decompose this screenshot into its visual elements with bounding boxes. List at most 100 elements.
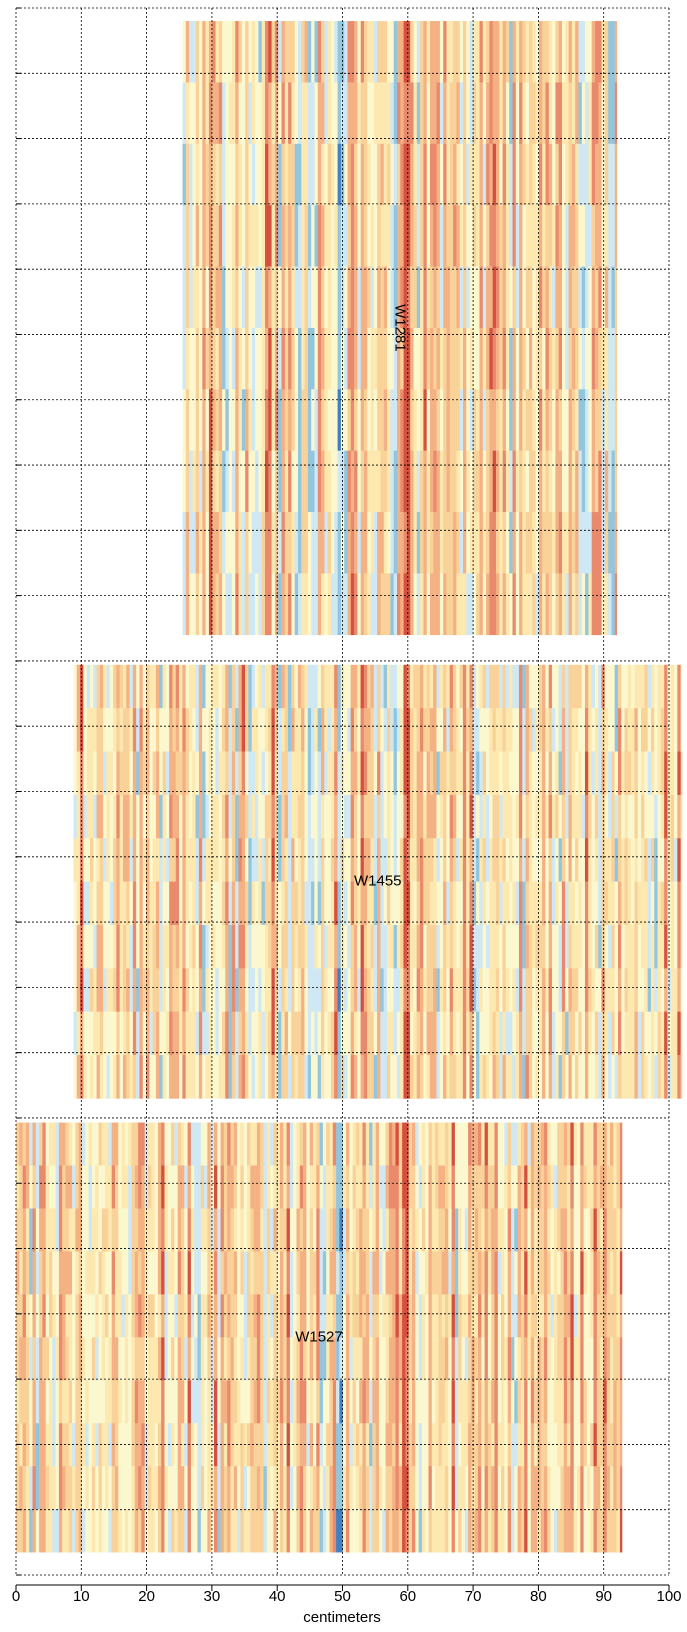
heatmap-stripe [221,968,226,1012]
heatmap-stripe [128,1337,132,1381]
heatmap-stripe [534,1380,538,1424]
heatmap-stripe [479,450,484,513]
heatmap-stripe [367,82,371,145]
heatmap-stripe [134,1165,139,1209]
heatmap-stripe [431,1122,436,1166]
heatmap-stripe [413,389,418,451]
heatmap-stripe [320,1055,325,1099]
heatmap-stripe [593,1208,598,1252]
heatmap-stripe [545,664,549,709]
heatmap-stripe [198,881,203,926]
heatmap-stripe [550,1294,555,1338]
heatmap-stripe [227,1165,231,1209]
heatmap-stripe [119,968,124,1012]
heatmap-stripe [586,1165,591,1209]
heatmap-stripe [255,573,259,636]
heatmap-stripe [550,1165,555,1209]
heatmap-stripe [245,968,249,1012]
heatmap-stripe [212,82,216,145]
heatmap-stripe [449,389,454,451]
heatmap-stripe [588,1055,592,1099]
heatmap-stripe [464,1208,469,1252]
heatmap-stripe [386,924,391,969]
heatmap-stripe [491,1251,495,1295]
heatmap-stripe [311,1011,315,1056]
heatmap-stripe [165,881,170,926]
heatmap-stripe [606,1466,611,1510]
heatmap-stripe [182,708,186,752]
heatmap-stripe [518,664,523,709]
heatmap-stripe [502,573,507,636]
heatmap-stripe [265,266,269,329]
heatmap-stripe [131,1165,136,1209]
heatmap-stripe [573,1509,578,1553]
heatmap-stripe [179,664,183,709]
heatmap-stripe [254,924,259,969]
heatmap-stripe [238,573,243,636]
heatmap-stripe [260,1380,264,1424]
heatmap-stripe [492,512,497,574]
heatmap-stripe [499,968,503,1012]
heatmap-stripe [154,1294,159,1338]
heatmap-stripe [562,205,566,267]
heatmap-stripe [557,1165,561,1209]
heatmap-stripe [108,1251,112,1295]
heatmap-stripe [353,881,358,926]
heatmap-stripe [505,1055,510,1099]
heatmap-stripe [255,327,259,390]
heatmap-stripe [258,389,263,451]
heatmap-stripe [476,266,480,329]
heatmap-stripe [462,1055,467,1099]
heatmap-stripe [390,450,395,513]
heatmap-stripe [129,664,134,709]
heatmap-stripe [606,1251,611,1295]
heatmap-stripe [393,1055,398,1099]
heatmap-stripe [512,881,516,926]
heatmap-stripe [567,1208,571,1252]
heatmap-stripe [215,573,220,636]
heatmap-stripe [109,838,114,882]
heatmap-stripe [664,968,668,1012]
heatmap-stripe [340,21,345,83]
heatmap-stripe [570,1337,574,1381]
heatmap-stripe [367,389,371,451]
heatmap-stripe [501,1337,505,1381]
heatmap-stripe [182,573,187,636]
heatmap-stripe [403,143,408,206]
heatmap-stripe [195,82,200,145]
heatmap-stripe [316,1380,320,1424]
heatmap-stripe [608,1011,612,1056]
heatmap-stripe [581,881,586,926]
heatmap-stripe [108,1337,112,1381]
heatmap-stripe [238,708,243,752]
heatmap-stripe [596,1208,601,1252]
heatmap-stripe [364,512,368,574]
heatmap-stripe [385,1122,390,1166]
heatmap-stripe [167,1337,172,1381]
heatmap-stripe [314,838,318,882]
heatmap-stripe [494,1466,499,1510]
heatmap-stripe [438,1380,442,1424]
heatmap-stripe [218,266,223,329]
heatmap-stripe [35,1337,40,1381]
heatmap-stripe [403,327,408,390]
heatmap-stripe [502,881,507,926]
heatmap-stripe [294,450,299,513]
heatmap-stripe [352,1251,357,1295]
heatmap-stripe [532,664,536,709]
heatmap-stripe [532,924,536,969]
heatmap-stripe [164,1466,169,1510]
heatmap-stripe [505,327,510,390]
heatmap-stripe [583,1251,588,1295]
heatmap-stripe [423,21,428,83]
heatmap-stripe [105,1509,109,1553]
heatmap-stripe [436,143,441,206]
heatmap-stripe [382,1122,386,1166]
heatmap-stripe [99,838,104,882]
heatmap-stripe [385,1251,390,1295]
heatmap-stripe [446,143,451,206]
heatmap-stripe [451,1466,456,1510]
heatmap-stripe [360,205,365,267]
heatmap-stripe [400,708,404,752]
heatmap-stripe [126,708,130,752]
